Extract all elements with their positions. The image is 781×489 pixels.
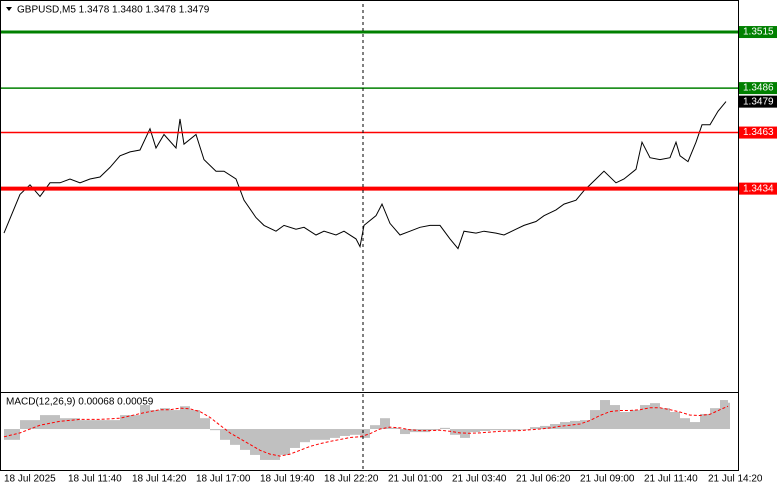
labels: 1.3515 1.3486 1.3463 1.3434 1.3479 18 Jul 202… (4, 26, 777, 485)
macd-bar (440, 427, 450, 430)
macd-bar (600, 400, 610, 430)
macd-bar (40, 415, 60, 430)
x-tick-label: 21 Jul 11:40 (644, 474, 698, 485)
macd-bar (250, 429, 260, 455)
macd-bar (370, 425, 380, 430)
macd-bar (260, 429, 270, 460)
x-tick-label: 18 Jul 22:20 (324, 474, 379, 485)
macd-bar (490, 429, 500, 431)
macd-bar (620, 412, 630, 430)
macd-bar (390, 427, 400, 430)
macd-bar (100, 420, 120, 430)
level-label: 1.3434 (743, 183, 774, 194)
macd-bar (120, 415, 140, 430)
level-label: 1.3515 (743, 27, 774, 38)
macd-bar (610, 405, 620, 430)
macd-frame (0, 392, 739, 471)
macd-bar (360, 429, 370, 438)
level-label-bg (739, 182, 777, 195)
x-tick-label: 21 Jul 14:20 (708, 474, 763, 485)
macd-bar (500, 429, 510, 431)
macd-bar (480, 429, 490, 431)
macd-bar (660, 408, 670, 430)
macd-bar (380, 418, 390, 430)
x-tick-label: 21 Jul 06:20 (516, 474, 571, 485)
macd-bar (330, 429, 340, 438)
x-tick-label: 18 Jul 2025 (4, 474, 56, 485)
macd-bar (550, 423, 560, 430)
marks (0, 30, 738, 460)
signal-line (3, 405, 729, 457)
macd-bar (280, 429, 290, 455)
macd-bar (670, 412, 680, 430)
macd-bar (160, 408, 170, 430)
macd-bar (650, 403, 660, 430)
macd-bar (430, 429, 440, 431)
macd-bar (200, 418, 210, 430)
macd-bar (728, 402, 730, 430)
macd-bar (340, 429, 350, 436)
macd-bar (180, 406, 190, 430)
level-label-bg (739, 126, 777, 139)
macd-bar (60, 418, 80, 430)
macd-bar (4, 429, 20, 440)
macd-bar (700, 413, 710, 430)
macd-bar (300, 429, 310, 443)
macd-bar (520, 429, 530, 430)
x-tick-label: 18 Jul 19:40 (260, 474, 315, 485)
macd-bar (310, 429, 320, 440)
last-price-bg (739, 95, 777, 108)
macd-bar (320, 429, 330, 440)
macd-bar (290, 429, 300, 448)
macd-bar (140, 405, 150, 430)
macd-bar (540, 425, 550, 430)
macd-bar (470, 429, 480, 433)
macd-bar (230, 429, 240, 445)
macd-bar (80, 420, 100, 430)
level-label: 1.3463 (743, 127, 774, 138)
level-label-bg (739, 82, 777, 95)
macd-bar (150, 410, 160, 430)
macd-bar (400, 429, 410, 435)
x-tick-label: 21 Jul 09:00 (580, 474, 635, 485)
macd-bar (530, 427, 540, 430)
macd-bar (590, 410, 600, 430)
x-tick-label: 18 Jul 11:40 (68, 474, 122, 485)
macd-bar (220, 429, 230, 440)
macd-bar (510, 429, 520, 431)
macd-bar (20, 420, 40, 430)
macd-title: MACD(12,26,9) 0.00068 0.00059 (6, 397, 154, 408)
macd-bar (680, 418, 690, 430)
last-price-label: 1.3479 (743, 96, 774, 107)
x-tick-label: 21 Jul 03:40 (452, 474, 507, 485)
macd-bar (690, 422, 700, 430)
macd-bar (640, 405, 650, 430)
macd-bar (240, 429, 250, 450)
macd-bar (170, 410, 180, 430)
price-title: GBPUSD,M5 1.3478 1.3480 1.3478 1.3479 (17, 5, 210, 16)
macd-bar (710, 408, 720, 430)
macd-bar (210, 429, 220, 431)
level-label: 1.3486 (743, 83, 774, 94)
macd-bar (270, 429, 280, 460)
menu-arrow (6, 7, 12, 11)
x-tick-label: 21 Jul 01:00 (388, 474, 443, 485)
macd-bar (630, 410, 640, 430)
x-tick-label: 18 Jul 14:20 (132, 474, 187, 485)
x-tick-label: 18 Jul 17:00 (196, 474, 251, 485)
macd-bar (190, 410, 200, 430)
price-line (3, 101, 727, 250)
level-label-bg (739, 26, 777, 39)
macd-bar (720, 400, 728, 430)
macd-bar (350, 429, 360, 435)
macd-bar (580, 420, 590, 430)
